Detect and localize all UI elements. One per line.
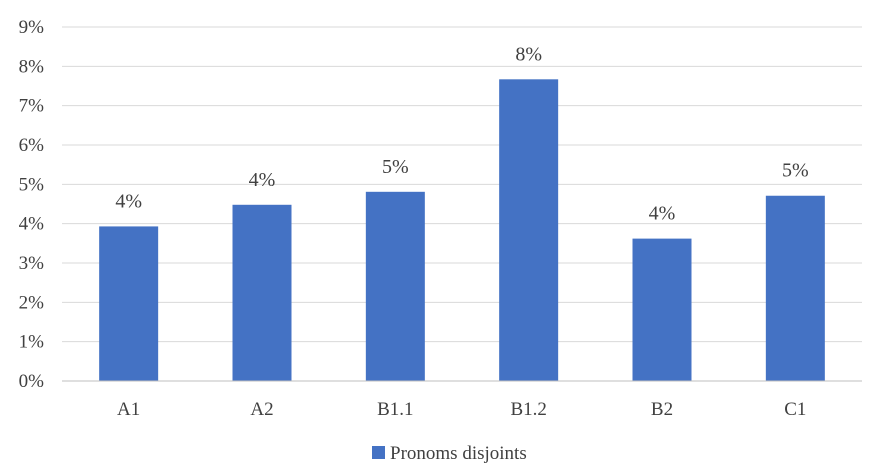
gridlines [62,26,862,343]
y-tick-label: 7% [19,96,45,117]
y-tick-label: 6% [19,135,45,156]
x-tick-label: A2 [250,399,273,420]
bar [99,226,159,381]
data-label: 8% [515,43,542,65]
y-tick-label: 0% [19,371,45,392]
x-tick-label: C1 [784,399,806,420]
x-tick-label: B1.2 [510,399,546,420]
y-tick-label: 4% [19,214,45,235]
y-tick-label: 9% [19,17,45,38]
x-tick-label: B2 [651,399,673,420]
y-tick-label: 2% [19,292,45,313]
data-label: 5% [382,156,409,178]
data-label: 4% [249,169,276,191]
bars [99,79,825,382]
data-label: 4% [649,203,676,225]
bar [499,79,559,382]
data-labels: 4% 4% 5% 8% 4% 5% [115,43,808,224]
bar [232,204,292,381]
y-tick-label: 3% [19,253,45,274]
y-tick-label: 5% [19,174,45,195]
x-tick-label: B1.1 [377,399,413,420]
x-tick-label: A1 [117,399,140,420]
y-tick-label: 1% [19,332,45,353]
bar [765,195,825,381]
y-axis-tick-labels: 0% 1% 2% 3% 4% 5% 6% 7% 8% 9% [19,17,45,392]
legend: Pronoms disjoints [372,443,527,463]
legend-label: Pronoms disjoints [390,443,527,463]
legend-swatch [372,446,385,459]
bar [365,191,425,381]
x-axis-tick-labels: A1 A2 B1.1 B1.2 B2 C1 [117,399,806,420]
bar [632,238,692,381]
data-label: 5% [782,160,809,182]
data-label: 4% [115,190,142,212]
y-tick-label: 8% [19,56,45,77]
